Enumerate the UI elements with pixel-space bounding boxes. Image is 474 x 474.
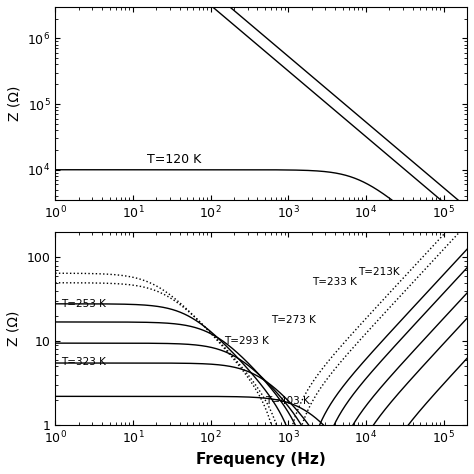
Text: T=403 K: T=403 K	[265, 396, 310, 406]
Text: T=120 K: T=120 K	[146, 154, 201, 166]
Text: T=293 K: T=293 K	[224, 336, 269, 346]
Text: T=213K: T=213K	[358, 267, 400, 277]
Text: T=273 K: T=273 K	[271, 315, 316, 325]
Text: T=253 K: T=253 K	[62, 299, 106, 309]
Text: T=323 K: T=323 K	[62, 357, 106, 367]
X-axis label: Frequency (Hz): Frequency (Hz)	[196, 452, 326, 467]
Y-axis label: Z (Ω): Z (Ω)	[7, 311, 21, 346]
Y-axis label: Z (Ω): Z (Ω)	[8, 86, 22, 121]
Text: T=233 K: T=233 K	[312, 277, 356, 287]
